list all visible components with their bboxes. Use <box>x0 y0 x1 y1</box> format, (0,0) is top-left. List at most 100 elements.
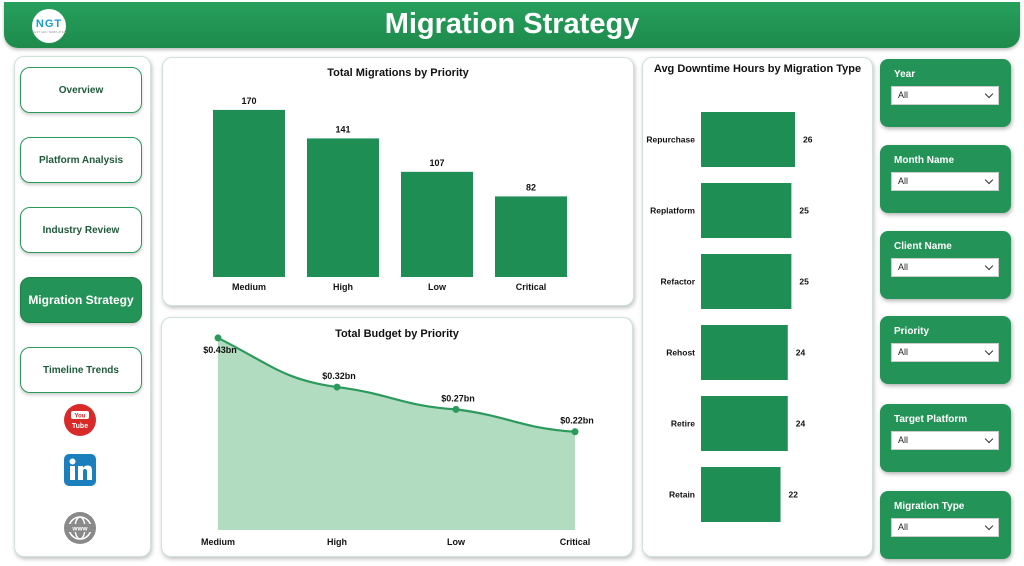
data-label: $0.32bn <box>322 371 356 381</box>
budget-area <box>218 337 575 530</box>
data-label: $0.43bn <box>203 345 237 355</box>
svg-text:www: www <box>71 526 88 533</box>
bar-rehost <box>701 325 788 380</box>
budget-point <box>571 428 579 436</box>
nav-button-overview[interactable]: Overview <box>20 67 142 113</box>
bar-high <box>307 138 379 277</box>
web-icon[interactable]: www <box>63 511 97 545</box>
data-label: 26 <box>803 135 813 145</box>
logo-subtext: NEXT GEN TEMPLATES <box>32 30 66 34</box>
slicer-year-value: All <box>898 90 909 100</box>
youtube-icon[interactable]: You Tube <box>63 403 97 437</box>
page-title: Migration Strategy <box>384 8 640 40</box>
nav-button-timeline-trends[interactable]: Timeline Trends <box>20 347 142 393</box>
slicer-client-name-value: All <box>898 262 909 272</box>
budget-line <box>217 336 576 433</box>
budget-chart-title: Total Budget by Priority <box>335 328 459 340</box>
slicer-priority-dropdown[interactable]: All <box>891 343 999 362</box>
x-tick-label: Low <box>428 282 447 292</box>
slicer-month-name-dropdown[interactable]: All <box>891 172 999 191</box>
x-tick-label: Low <box>447 537 466 547</box>
data-label: $0.22bn <box>560 416 594 426</box>
budget-point <box>452 405 460 413</box>
bar-low <box>401 171 473 277</box>
slicer-client-name-dropdown[interactable]: All <box>891 258 999 277</box>
data-label: 24 <box>796 348 806 358</box>
budget-chart-panel: Total Budget by Priority $0.43bn Medium $0… <box>161 317 633 557</box>
migrations-bar-chart: 170 Medium 141 High 107 Low 82 Critical <box>213 96 567 292</box>
downtime-chart-title: Avg Downtime Hours by Migration Type <box>653 63 862 75</box>
data-label: $0.27bn <box>441 393 475 403</box>
slicer-year: Year All <box>880 59 1011 127</box>
x-tick-label: High <box>333 282 353 292</box>
downtime-chart-panel: Avg Downtime Hours by Migration Type Rep… <box>642 57 873 557</box>
svg-text:You: You <box>75 414 86 420</box>
migrations-chart-title: Total Migrations by Priority <box>327 67 469 79</box>
data-label: 22 <box>789 490 799 500</box>
chevron-down-icon <box>984 175 994 185</box>
slicer-client-name-label: Client Name <box>894 241 952 252</box>
y-tick-label: Rehost <box>666 348 695 358</box>
y-tick-label: Repurchase <box>646 135 695 145</box>
y-tick-label: Replatform <box>650 206 695 216</box>
budget-point <box>214 334 222 342</box>
chevron-down-icon <box>984 434 994 444</box>
bar-retain <box>701 467 781 522</box>
nav-button-platform-analysis[interactable]: Platform Analysis <box>20 137 142 183</box>
nav-panel: Overview Platform Analysis Industry Revi… <box>14 56 151 557</box>
migrations-chart-panel: Total Migrations by Priority 170 Medium 14… <box>162 57 634 306</box>
logo: NGT NEXT GEN TEMPLATES <box>32 9 66 43</box>
x-tick-label: Critical <box>516 282 547 292</box>
budget-point <box>333 383 341 391</box>
slicer-migration-type-label: Migration Type <box>894 501 965 512</box>
chevron-down-icon <box>984 89 994 99</box>
svg-text:Tube: Tube <box>72 423 88 430</box>
nav-button-industry-review[interactable]: Industry Review <box>20 207 142 253</box>
slicer-migration-type-value: All <box>898 522 909 532</box>
data-label: 25 <box>799 206 809 216</box>
slicer-target-platform-label: Target Platform <box>894 414 968 425</box>
nav-button-migration-strategy[interactable]: Migration Strategy <box>20 277 142 323</box>
bar-refactor <box>701 254 792 309</box>
slicer-year-label: Year <box>894 69 916 80</box>
slicer-priority-value: All <box>898 347 909 357</box>
budget-area-chart: $0.43bn Medium $0.32bn High $0.27bn Low $0.22b… <box>201 334 594 547</box>
slicer-priority: Priority All <box>880 316 1011 384</box>
chevron-down-icon <box>984 521 994 531</box>
slicer-migration-type: Migration Type All <box>880 491 1011 559</box>
chevron-down-icon <box>984 261 994 271</box>
bar-medium <box>213 109 285 277</box>
slicer-target-platform: Target Platform All <box>880 404 1011 472</box>
y-tick-label: Retire <box>671 419 695 429</box>
slicer-month-name-value: All <box>898 176 909 186</box>
slicer-year-dropdown[interactable]: All <box>891 86 999 105</box>
slicer-month-name: Month Name All <box>880 145 1011 213</box>
y-tick-label: Retain <box>669 490 695 500</box>
chevron-down-icon <box>984 346 994 356</box>
slicer-priority-label: Priority <box>894 326 930 337</box>
linkedin-icon[interactable] <box>63 453 97 487</box>
data-label: 170 <box>241 96 256 106</box>
y-tick-label: Refactor <box>661 277 696 287</box>
x-tick-label: Medium <box>232 282 266 292</box>
data-label: 25 <box>799 277 809 287</box>
slicer-target-platform-dropdown[interactable]: All <box>891 431 999 450</box>
data-label: 24 <box>796 419 806 429</box>
header-bar: NGT NEXT GEN TEMPLATES Migration Strateg… <box>4 2 1020 48</box>
data-label: 107 <box>429 158 444 168</box>
data-label: 141 <box>335 124 350 134</box>
x-tick-label: Medium <box>201 537 235 547</box>
slicer-target-platform-value: All <box>898 435 909 445</box>
slicer-migration-type-dropdown[interactable]: All <box>891 518 999 537</box>
x-tick-label: Critical <box>560 537 591 547</box>
bar-repurchase <box>701 112 795 167</box>
bar-retire <box>701 396 788 451</box>
slicer-month-name-label: Month Name <box>894 155 954 166</box>
logo-text: NGT <box>35 18 63 30</box>
slicer-client-name: Client Name All <box>880 231 1011 299</box>
x-tick-label: High <box>327 537 347 547</box>
data-label: 82 <box>526 182 536 192</box>
bar-replatform <box>701 183 792 238</box>
downtime-bar-chart: Repurchase 26 Replatform 25 Refactor 25 Rehost… <box>646 112 813 522</box>
bar-critical <box>495 196 567 277</box>
